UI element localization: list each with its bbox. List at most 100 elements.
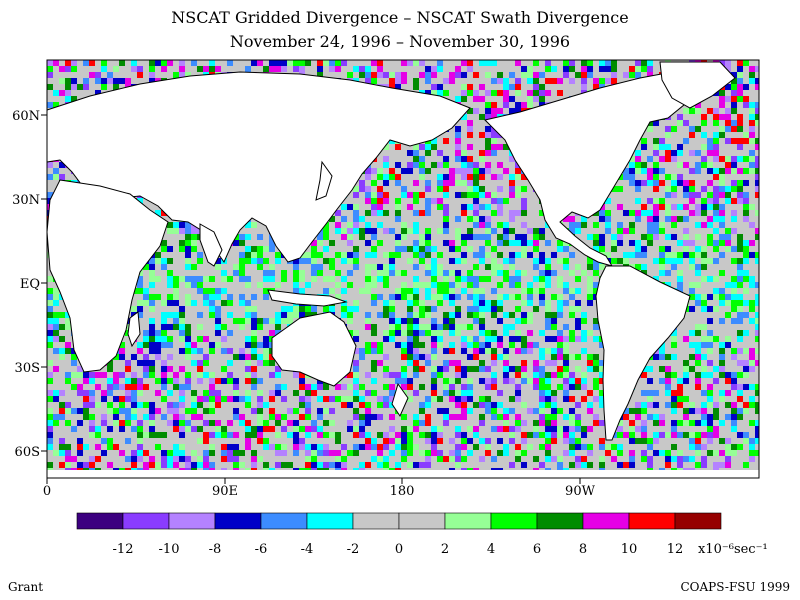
field-cell bbox=[647, 222, 653, 228]
field-cell bbox=[251, 318, 257, 324]
field-cell bbox=[449, 240, 455, 246]
field-cell bbox=[395, 270, 401, 276]
field-cell bbox=[293, 288, 299, 294]
field-cell bbox=[281, 306, 287, 312]
field-cell bbox=[593, 318, 599, 324]
field-cell bbox=[407, 450, 413, 456]
field-cell bbox=[755, 300, 759, 306]
field-cell bbox=[665, 384, 671, 390]
field-cell bbox=[245, 276, 251, 282]
field-cell bbox=[167, 324, 173, 330]
field-cell bbox=[185, 330, 191, 336]
field-cell bbox=[401, 318, 407, 324]
field-cell bbox=[239, 294, 245, 300]
field-cell bbox=[263, 270, 269, 276]
field-cell bbox=[53, 288, 59, 294]
field-cell bbox=[743, 372, 749, 378]
field-cell bbox=[491, 228, 497, 234]
field-cell bbox=[125, 378, 131, 384]
field-cell bbox=[281, 450, 287, 456]
field-cell bbox=[635, 414, 641, 420]
field-cell bbox=[653, 168, 659, 174]
field-cell bbox=[197, 66, 203, 72]
field-cell bbox=[737, 72, 743, 78]
field-cell bbox=[377, 168, 383, 174]
field-cell bbox=[275, 384, 281, 390]
field-cell bbox=[539, 234, 545, 240]
field-cell bbox=[299, 258, 305, 264]
field-cell bbox=[521, 288, 527, 294]
field-cell bbox=[365, 432, 371, 438]
field-cell bbox=[713, 114, 719, 120]
field-cell bbox=[389, 264, 395, 270]
field-cell bbox=[551, 312, 557, 318]
field-cell bbox=[629, 222, 635, 228]
field-cell bbox=[239, 348, 245, 354]
field-cell bbox=[143, 294, 149, 300]
field-cell bbox=[161, 360, 167, 366]
field-cell bbox=[701, 264, 707, 270]
field-cell bbox=[467, 354, 473, 360]
field-cell bbox=[485, 342, 491, 348]
field-cell bbox=[545, 324, 551, 330]
field-cell bbox=[521, 234, 527, 240]
field-cell bbox=[635, 402, 641, 408]
field-cell bbox=[551, 354, 557, 360]
field-cell bbox=[629, 66, 635, 72]
field-cell bbox=[551, 318, 557, 324]
colorbar-tick-label: -6 bbox=[255, 542, 268, 557]
field-cell bbox=[467, 246, 473, 252]
field-cell bbox=[245, 420, 251, 426]
field-cell bbox=[575, 438, 581, 444]
field-cell bbox=[395, 330, 401, 336]
field-cell bbox=[497, 78, 503, 84]
field-cell bbox=[545, 450, 551, 456]
field-cell bbox=[575, 414, 581, 420]
field-cell bbox=[455, 180, 461, 186]
field-cell bbox=[467, 342, 473, 348]
field-cell bbox=[701, 462, 707, 468]
field-cell bbox=[485, 264, 491, 270]
field-cell bbox=[671, 420, 677, 426]
field-cell bbox=[695, 270, 701, 276]
field-cell bbox=[377, 396, 383, 402]
field-cell bbox=[461, 372, 467, 378]
field-cell bbox=[737, 180, 743, 186]
field-cell bbox=[563, 66, 569, 72]
field-cell bbox=[707, 108, 713, 114]
field-cell bbox=[245, 336, 251, 342]
field-cell bbox=[269, 330, 275, 336]
field-cell bbox=[731, 138, 737, 144]
field-cell bbox=[287, 60, 293, 66]
field-cell bbox=[197, 456, 203, 462]
field-cell bbox=[563, 414, 569, 420]
field-cell bbox=[443, 240, 449, 246]
field-cell bbox=[695, 450, 701, 456]
field-cell bbox=[149, 306, 155, 312]
field-cell bbox=[299, 276, 305, 282]
field-cell bbox=[527, 348, 533, 354]
field-cell bbox=[395, 378, 401, 384]
field-cell bbox=[401, 372, 407, 378]
field-cell bbox=[443, 366, 449, 372]
field-cell bbox=[737, 396, 743, 402]
field-cell bbox=[143, 336, 149, 342]
field-cell bbox=[515, 186, 521, 192]
field-cell bbox=[485, 300, 491, 306]
field-cell bbox=[107, 78, 113, 84]
field-cell bbox=[641, 246, 647, 252]
field-cell bbox=[191, 234, 197, 240]
field-cell bbox=[377, 294, 383, 300]
field-cell bbox=[383, 264, 389, 270]
field-cell bbox=[659, 354, 665, 360]
field-cell bbox=[725, 192, 731, 198]
field-cell bbox=[437, 324, 443, 330]
field-cell bbox=[623, 210, 629, 216]
field-cell bbox=[479, 168, 485, 174]
field-cell bbox=[419, 168, 425, 174]
field-cell bbox=[209, 288, 215, 294]
field-cell bbox=[689, 126, 695, 132]
field-cell bbox=[503, 228, 509, 234]
field-cell bbox=[317, 426, 323, 432]
field-cell bbox=[665, 450, 671, 456]
